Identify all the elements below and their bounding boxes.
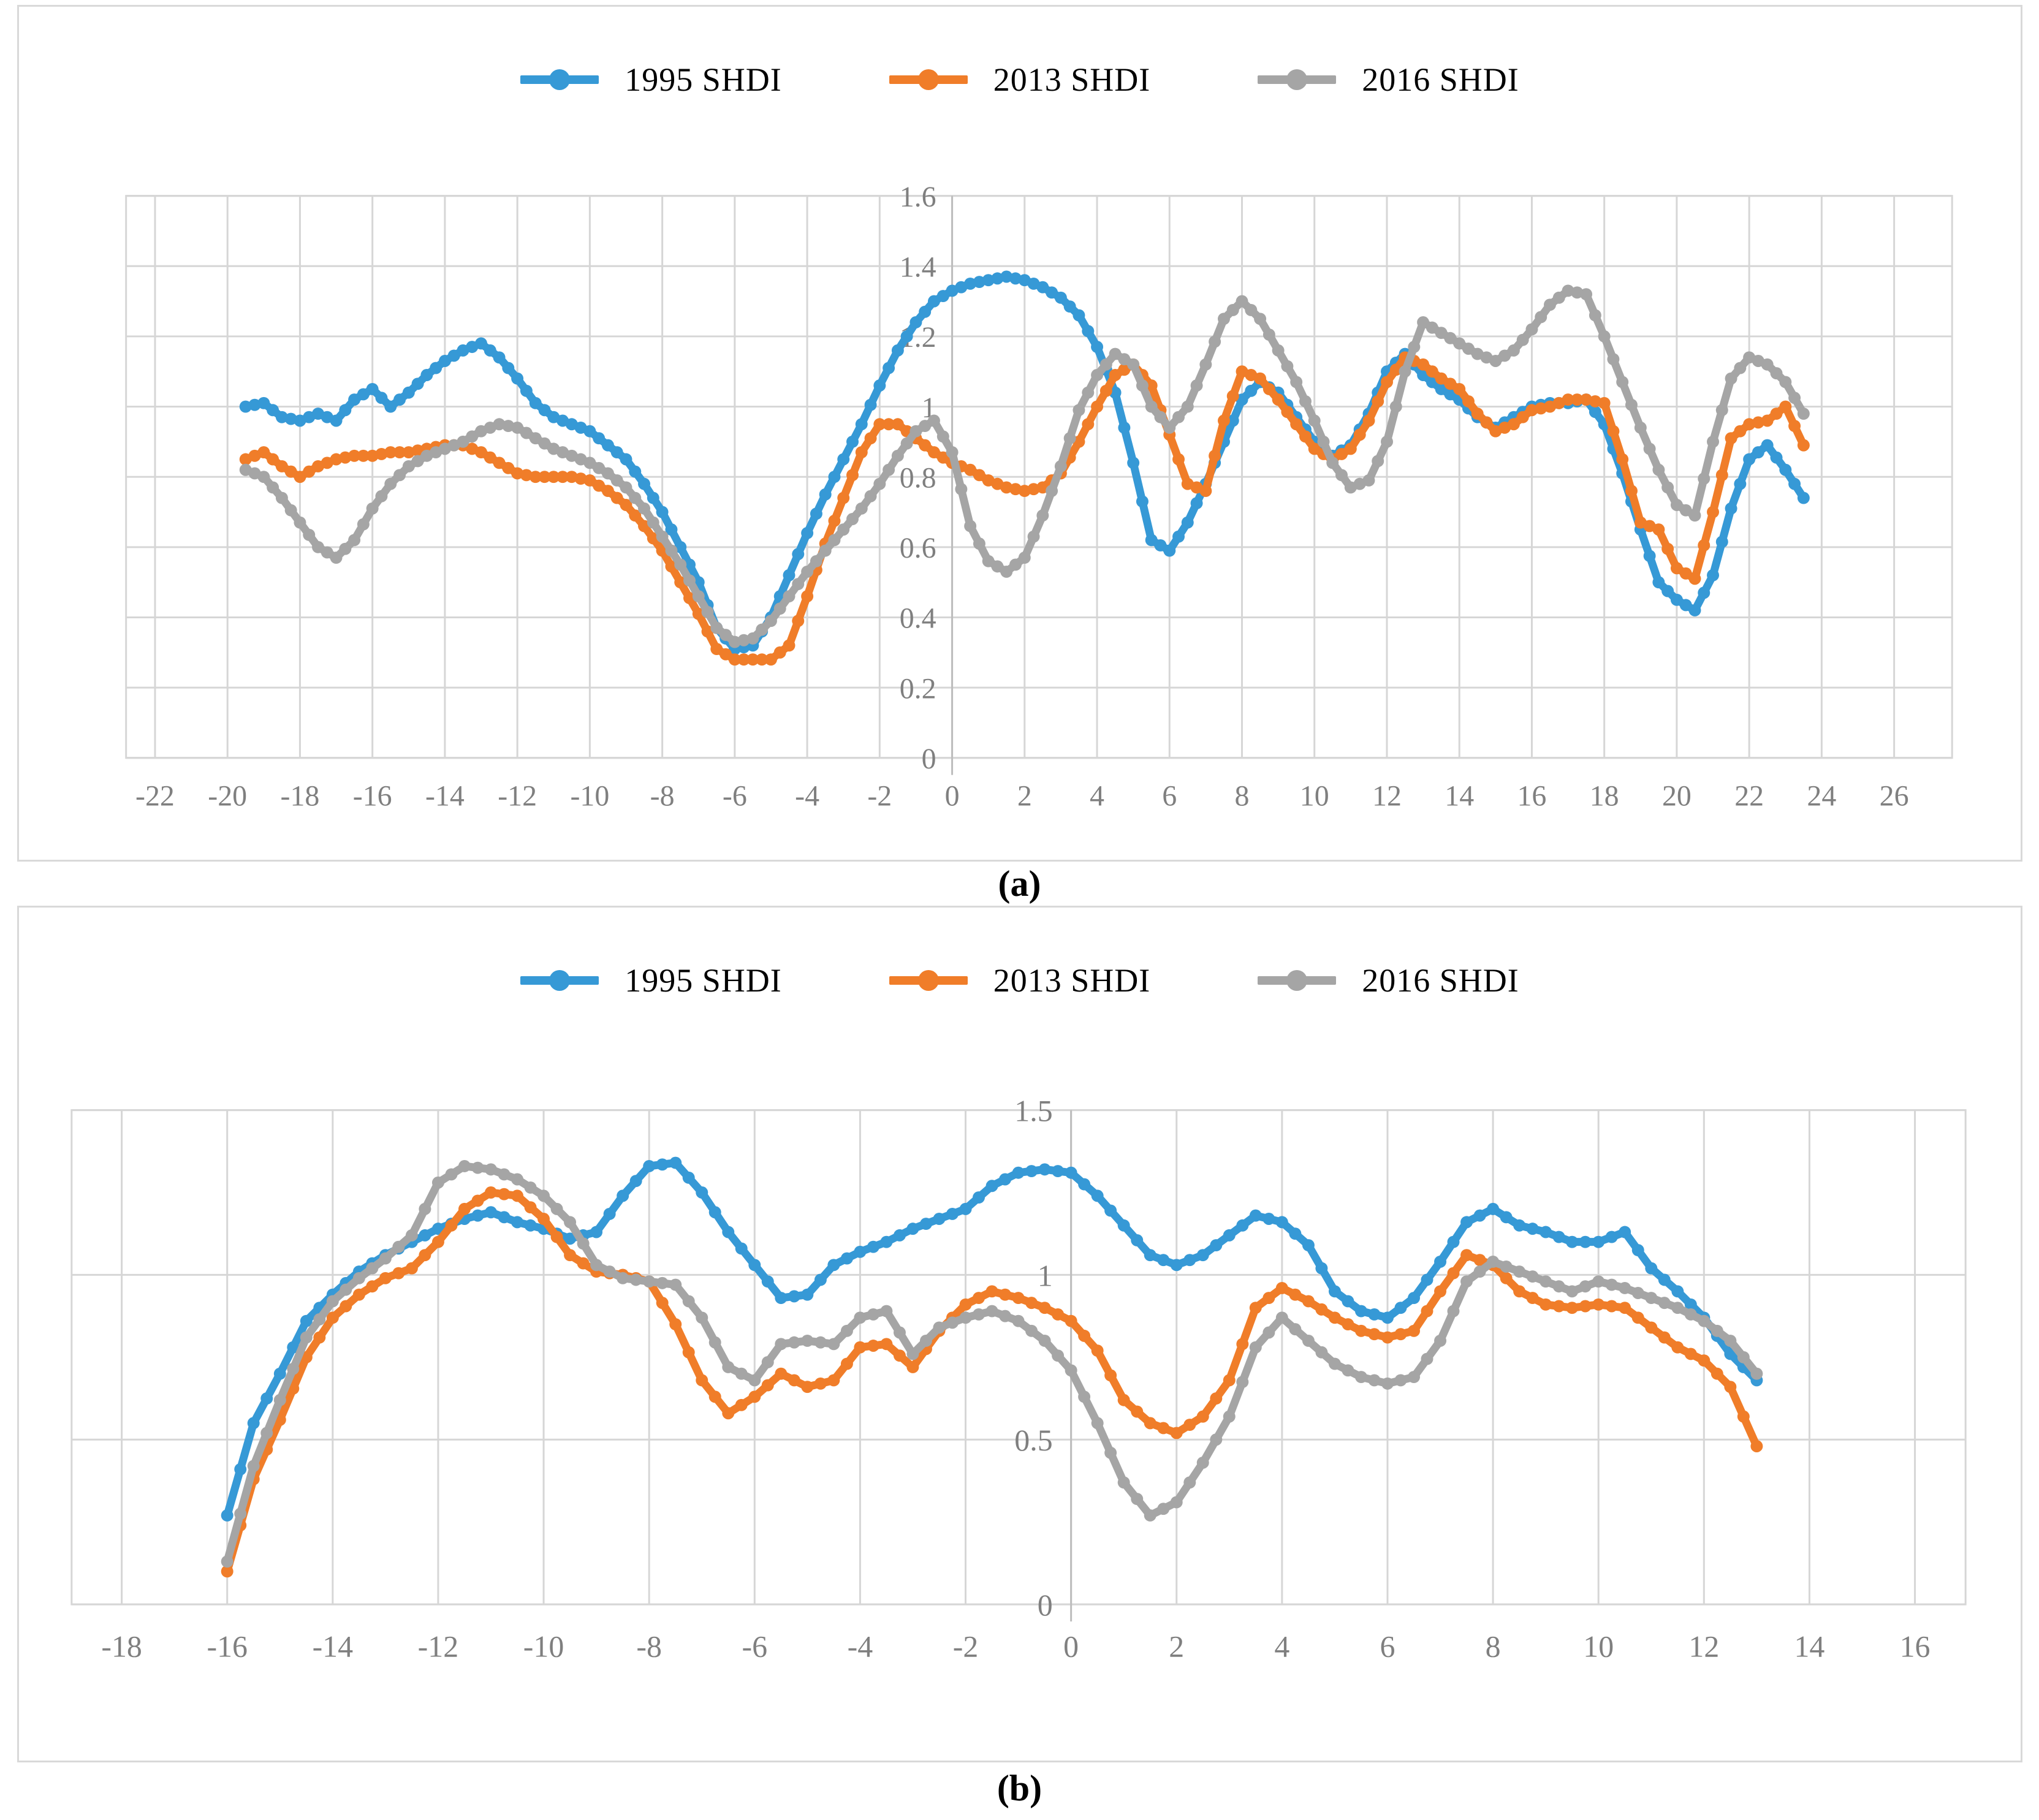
legend-label: 2013 SHDI: [993, 962, 1151, 999]
svg-text:-14: -14: [313, 1630, 354, 1664]
svg-text:20: 20: [1662, 779, 1692, 812]
svg-text:-16: -16: [207, 1630, 248, 1664]
svg-text:-10: -10: [523, 1630, 564, 1664]
svg-text:2: 2: [1017, 779, 1032, 812]
svg-text:6: 6: [1380, 1630, 1395, 1664]
line-marker-icon: [889, 970, 968, 991]
svg-text:0: 0: [1038, 1588, 1053, 1622]
legend-item-2013: 2013 SHDI: [889, 61, 1151, 99]
legend-item-1995: 1995 SHDI: [520, 961, 782, 999]
legend-b: 1995 SHDI 2013 SHDI 2016 SHDI: [19, 961, 2021, 999]
svg-text:14: 14: [1794, 1630, 1824, 1664]
svg-text:-18: -18: [281, 779, 320, 812]
svg-text:2: 2: [1169, 1630, 1184, 1664]
svg-text:22: 22: [1734, 779, 1764, 812]
caption-b: (b): [997, 1768, 1042, 1808]
line-marker-icon: [520, 69, 599, 90]
svg-text:-2: -2: [953, 1630, 979, 1664]
svg-text:-10: -10: [570, 779, 609, 812]
svg-text:1.5: 1.5: [1014, 1094, 1052, 1128]
svg-text:0.4: 0.4: [900, 602, 936, 635]
svg-text:8: 8: [1486, 1630, 1501, 1664]
svg-text:-16: -16: [353, 779, 392, 812]
svg-text:0: 0: [922, 743, 936, 775]
dot-marker-icon: [549, 69, 571, 90]
svg-text:16: 16: [1517, 779, 1546, 812]
svg-text:0.5: 0.5: [1014, 1424, 1052, 1457]
line-marker-icon: [1258, 970, 1337, 991]
legend-label: 2016 SHDI: [1362, 962, 1519, 999]
svg-text:12: 12: [1688, 1630, 1719, 1664]
caption-a: (a): [998, 863, 1041, 904]
svg-text:0: 0: [1063, 1630, 1079, 1664]
legend-item-2016: 2016 SHDI: [1258, 961, 1519, 999]
svg-text:1: 1: [1038, 1259, 1053, 1292]
svg-text:-2: -2: [867, 779, 892, 812]
svg-text:4: 4: [1090, 779, 1104, 812]
dot-marker-icon: [917, 69, 939, 90]
line-marker-icon: [889, 69, 968, 90]
legend-a: 1995 SHDI 2013 SHDI 2016 SHDI: [19, 61, 2021, 99]
svg-text:14: 14: [1445, 779, 1474, 812]
svg-text:1.6: 1.6: [900, 181, 936, 213]
legend-label: 2016 SHDI: [1362, 61, 1519, 98]
svg-text:-14: -14: [425, 779, 465, 812]
svg-text:-4: -4: [848, 1630, 873, 1664]
svg-text:24: 24: [1807, 779, 1836, 812]
legend-item-1995: 1995 SHDI: [520, 61, 782, 99]
svg-text:0.6: 0.6: [900, 532, 936, 564]
svg-text:-6: -6: [723, 779, 747, 812]
legend-item-2013: 2013 SHDI: [889, 961, 1151, 999]
legend-label: 2013 SHDI: [993, 61, 1151, 98]
legend-label: 1995 SHDI: [625, 962, 782, 999]
svg-text:-4: -4: [795, 779, 819, 812]
svg-text:-8: -8: [636, 1630, 662, 1664]
svg-text:0.8: 0.8: [900, 461, 936, 494]
svg-text:8: 8: [1235, 779, 1250, 812]
line-marker-icon: [1258, 69, 1337, 90]
svg-text:12: 12: [1372, 779, 1402, 812]
svg-text:6: 6: [1162, 779, 1177, 812]
svg-text:16: 16: [1900, 1630, 1931, 1664]
dot-marker-icon: [1286, 69, 1308, 90]
svg-text:-20: -20: [208, 779, 247, 812]
legend-label: 1995 SHDI: [625, 61, 782, 98]
chart-b-plot: 0 0.5 1 1.5 -18 -16 -14 -12 -10 -8 -6 -4 -2 0 2 4 6 8 10 12…: [70, 1094, 1967, 1664]
svg-text:-6: -6: [742, 1630, 768, 1664]
svg-text:10: 10: [1583, 1630, 1614, 1664]
svg-text:0.2: 0.2: [900, 672, 936, 705]
dot-marker-icon: [917, 970, 939, 991]
svg-text:-18: -18: [101, 1630, 142, 1664]
svg-text:4: 4: [1274, 1630, 1289, 1664]
svg-text:-12: -12: [498, 779, 537, 812]
svg-text:26: 26: [1880, 779, 1909, 812]
svg-text:10: 10: [1300, 779, 1329, 812]
svg-text:-22: -22: [135, 779, 175, 812]
line-marker-icon: [520, 970, 599, 991]
svg-text:18: 18: [1590, 779, 1619, 812]
dot-marker-icon: [1286, 970, 1308, 991]
chart-a-plot: 00.20.40.60.811.21.41.6-22 -20 -18 -16 -14 -1…: [125, 181, 1953, 812]
svg-text:0: 0: [945, 779, 960, 812]
svg-text:-12: -12: [418, 1630, 459, 1664]
chart-panel-a: 0 0.2 0.4 0.6 0.8 1 1.2 1.4 1.6 -22 -20 -18 -16 -14 -1…: [17, 5, 2022, 862]
svg-text:-8: -8: [650, 779, 675, 812]
legend-item-2016: 2016 SHDI: [1258, 61, 1519, 99]
dot-marker-icon: [549, 970, 571, 991]
chart-panel-b: 0 0.5 1 1.5 -18 -16 -14 -12 -10 -8 -6 -4 -2 0 2 4 6 8 10 12…: [17, 906, 2022, 1762]
svg-text:1.4: 1.4: [900, 251, 936, 284]
